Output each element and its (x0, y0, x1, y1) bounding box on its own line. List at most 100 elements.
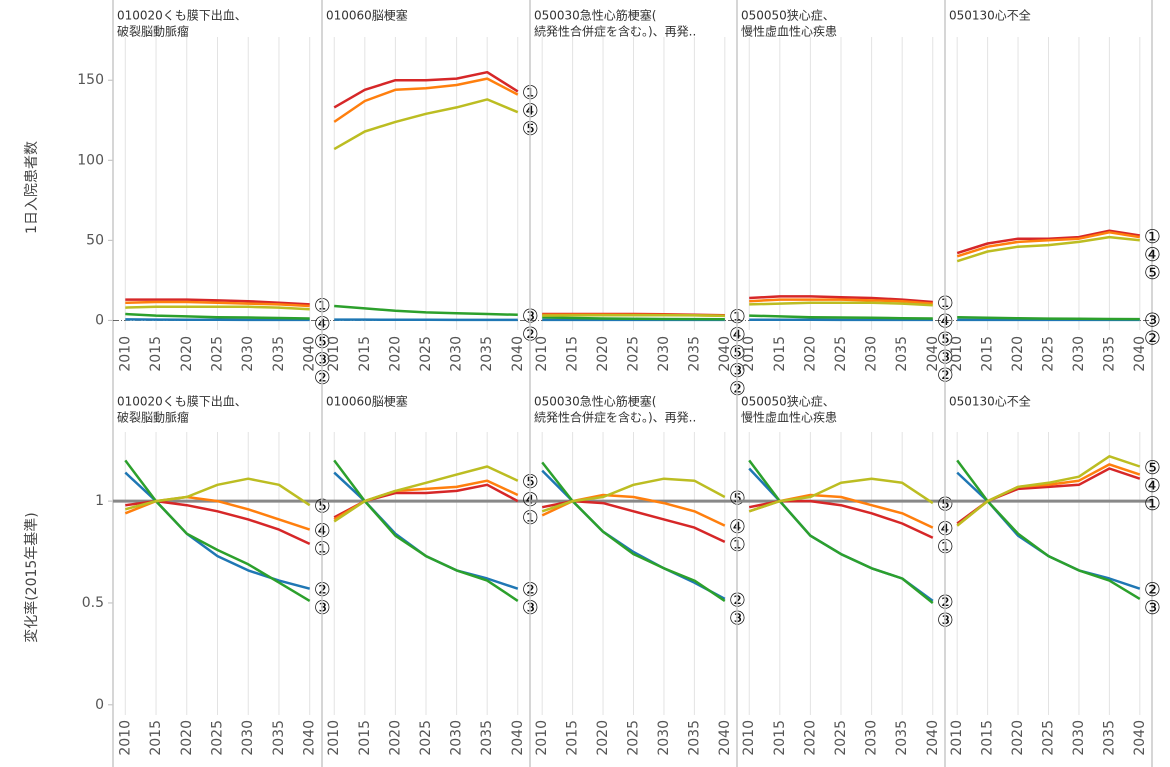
panel-title: 050130心不全 (949, 394, 1031, 409)
x-tick-label: 2010 (117, 336, 133, 372)
x-tick-label: 2020 (1010, 336, 1026, 372)
series-label: ⑤ (1144, 457, 1161, 479)
x-tick-label: 2040 (302, 720, 318, 756)
x-tick-label: 2040 (510, 720, 526, 756)
x-tick-label: 2020 (1010, 720, 1026, 756)
x-tick-label: 2010 (534, 336, 550, 372)
x-tick-label: 2035 (271, 720, 287, 756)
x-tick-label: 2020 (595, 336, 611, 372)
x-tick-label: 2025 (210, 336, 226, 372)
x-tick-label: 2040 (510, 336, 526, 372)
panel-title: 050130心不全 (949, 8, 1031, 23)
x-tick-label: 2010 (534, 720, 550, 756)
series-line (333, 98, 519, 151)
panel-title: 010060脳梗塞 (326, 8, 408, 23)
series-label: ② (1144, 579, 1161, 601)
x-tick-label: 2030 (1071, 720, 1087, 756)
series-label: ③ (1144, 597, 1161, 619)
panel-title: 破裂脳動脈瘤 (117, 24, 189, 39)
x-tick-label: 2030 (449, 336, 465, 372)
panel-title: 破裂脳動脈瘤 (117, 410, 189, 425)
panel-title: 050030急性心筋梗塞( (534, 394, 657, 409)
x-tick-label: 2010 (741, 336, 757, 372)
x-tick-label: 2025 (833, 336, 849, 372)
y-tick-label: 100 (77, 152, 104, 168)
series-label: ③ (1144, 310, 1161, 332)
y-tick-label: 150 (77, 72, 104, 88)
series-line (125, 305, 310, 311)
x-tick-label: 2015 (148, 336, 164, 372)
series-line (542, 314, 725, 318)
x-tick-label: 2025 (1041, 336, 1057, 372)
y-tick-label: 0 (95, 312, 104, 328)
x-tick-label: 2015 (357, 336, 373, 372)
x-tick-label: 2020 (595, 720, 611, 756)
x-tick-label: 2015 (357, 720, 373, 756)
series-line (334, 304, 518, 317)
series-line (125, 318, 310, 322)
series-label: ④ (1144, 244, 1161, 266)
x-tick-label: 2035 (1101, 336, 1117, 372)
panel-title: 050050狭心症、 (741, 8, 835, 23)
panel-title: 050030急性心筋梗塞( (534, 8, 657, 23)
x-tick-label: 2020 (802, 336, 818, 372)
x-tick-label: 2025 (626, 720, 642, 756)
panel-title: 慢性虚血性心疾患 (741, 24, 837, 39)
panel-title: 続発性合併症を含む。)、再発.. (534, 24, 696, 39)
series-label: ② (1144, 328, 1161, 350)
x-tick-label: 2040 (717, 336, 733, 372)
x-tick-label: 2030 (240, 336, 256, 372)
series-label: ① (1144, 493, 1161, 515)
x-tick-label: 2015 (148, 720, 164, 756)
panel-title: 010060脳梗塞 (326, 394, 408, 409)
x-tick-label: 2030 (1071, 336, 1087, 372)
x-tick-label: 2035 (1101, 720, 1117, 756)
x-tick-label: 2010 (326, 336, 342, 372)
x-tick-label: 2015 (980, 336, 996, 372)
series-line (956, 231, 1140, 258)
x-tick-label: 2025 (1041, 720, 1057, 756)
x-tick-label: 2035 (686, 720, 702, 756)
x-tick-label: 2040 (717, 720, 733, 756)
x-tick-label: 2010 (326, 720, 342, 756)
x-tick-label: 2025 (833, 720, 849, 756)
series-label: ① (1144, 226, 1161, 248)
series-line (749, 295, 933, 304)
x-tick-label: 2020 (387, 720, 403, 756)
x-tick-label: 2010 (949, 720, 965, 756)
x-tick-label: 2015 (565, 336, 581, 372)
panel-title: 010020くも膜下出血、 (117, 9, 247, 23)
series-line (749, 314, 933, 320)
x-tick-label: 2030 (240, 720, 256, 756)
series-line (957, 315, 1140, 321)
series-line (956, 235, 1140, 263)
x-tick-label: 2040 (925, 336, 941, 372)
x-tick-label: 2015 (772, 720, 788, 756)
x-tick-label: 2015 (772, 336, 788, 372)
panel-title: 慢性虚血性心疾患 (741, 410, 837, 425)
series-label: ④ (1144, 475, 1161, 497)
series-label: ⑤ (1144, 262, 1161, 284)
x-tick-label: 2040 (1132, 720, 1148, 756)
panel-title: 続発性合併症を含む。)、再発.. (534, 410, 696, 425)
x-tick-label: 2030 (656, 336, 672, 372)
x-tick-label: 2035 (479, 720, 495, 756)
panel-title: 010020くも膜下出血、 (117, 395, 247, 409)
x-tick-label: 2035 (479, 336, 495, 372)
x-tick-label: 2020 (802, 720, 818, 756)
y-tick-label: 0 (95, 697, 104, 713)
y-tick-label: 1 (95, 493, 104, 509)
series-line (125, 300, 310, 308)
x-tick-label: 2010 (949, 336, 965, 372)
x-tick-label: 2040 (925, 720, 941, 756)
series-line (749, 298, 933, 305)
x-tick-label: 2030 (449, 720, 465, 756)
series-line (124, 477, 311, 511)
x-tick-label: 2025 (418, 720, 434, 756)
x-tick-label: 2035 (271, 336, 287, 372)
y-tick-label: 50 (86, 232, 104, 248)
x-tick-label: 2015 (980, 720, 996, 756)
y-axis-title: 変化率(2015年基準) (23, 512, 40, 643)
x-tick-label: 2025 (210, 720, 226, 756)
